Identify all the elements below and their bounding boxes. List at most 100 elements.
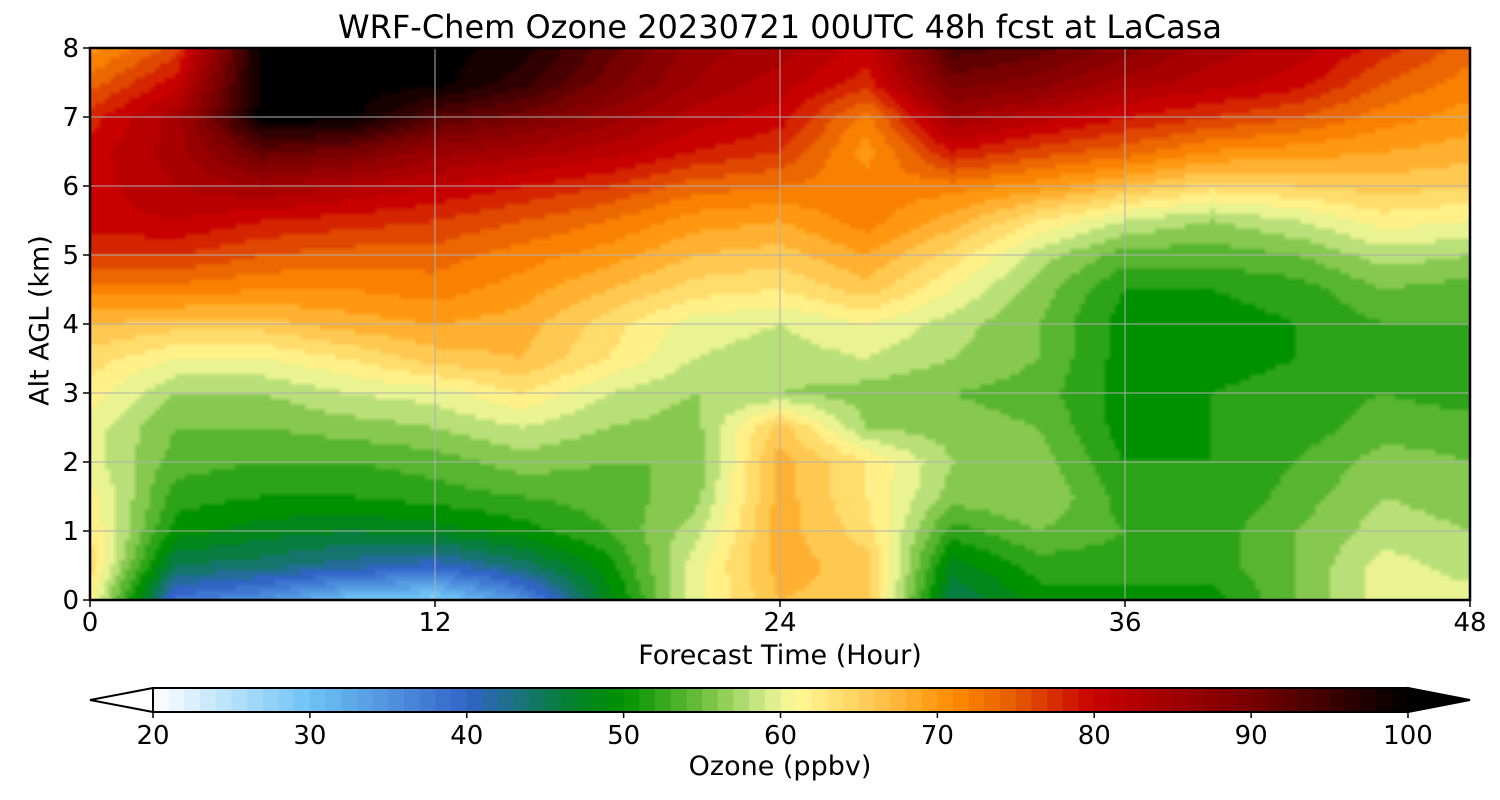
colorbar-segment [513,688,531,712]
colorbar-label: Ozone (ppbv) [688,751,872,782]
colorbar-segment [1376,688,1393,712]
colorbar-segment [1345,688,1362,712]
colorbar-segment [1141,688,1158,712]
colorbar-segment [262,688,280,712]
colorbar-tick-label: 30 [293,721,326,751]
colorbar-segment [921,688,938,712]
colorbar-segment [1282,688,1299,712]
colorbar-segment [1219,688,1237,712]
colorbar-segment [1125,688,1142,712]
colorbar-segment [341,688,358,712]
colorbar-segment [309,688,327,712]
colorbar-segment [717,688,735,712]
colorbar-segment [1266,688,1284,712]
y-tick-label: 1 [62,517,79,547]
colorbar-segment [356,688,374,712]
colorbar-segment [419,688,436,712]
colorbar-segment [1251,688,1268,712]
colorbar-segment [247,688,264,712]
y-tick-label: 6 [62,172,79,202]
colorbar-tick-label: 60 [764,721,797,751]
colorbar-segment [404,688,421,712]
colorbar-segment [1109,688,1127,712]
colorbar-segment [1015,688,1033,712]
colorbar-segment [498,688,515,712]
colorbar-segment [811,688,829,712]
colorbar-tick-label: 50 [607,721,640,751]
colorbar-segment [623,688,640,712]
colorbar-tick-label: 100 [1383,721,1433,751]
colorbar-segment [1094,688,1111,712]
y-tick-label: 2 [62,448,79,478]
colorbar-segment [686,688,703,712]
colorbar-segment [1235,688,1252,712]
x-tick-label: 12 [418,608,451,638]
x-tick-label: 36 [1108,608,1141,638]
colorbar-segment [764,688,782,712]
colorbar-segment [1078,688,1095,712]
colorbar-tick-label: 40 [450,721,483,751]
colorbar-segment [1172,688,1189,712]
colorbar-segment [655,688,672,712]
colorbar-segment [780,688,797,712]
y-tick-label: 4 [62,310,79,340]
x-tick-label: 24 [763,608,796,638]
y-tick-label: 3 [62,379,79,409]
colorbar-tick-label: 70 [921,721,954,751]
colorbar-segment [200,688,217,712]
colorbar-segment [968,688,986,712]
colorbar-segment [325,688,342,712]
colorbar-segment [1047,688,1064,712]
colorbar-segment [1392,688,1409,712]
colorbar-segment [576,688,593,712]
colorbar-tick-label: 90 [1235,721,1268,751]
x-tick-label: 48 [1453,608,1486,638]
colorbar-segment [749,688,766,712]
x-axis-label: Forecast Time (Hour) [638,640,922,671]
colorbar-segment [702,688,719,712]
colorbar-segment [733,688,750,712]
colorbar-segment [1329,688,1346,712]
x-tick-label: 0 [82,608,99,638]
y-tick-label: 0 [62,586,79,616]
colorbar-segment [890,688,907,712]
colorbar-segment [278,688,295,712]
colorbar-segment [1313,688,1331,712]
colorbar-segment [545,688,562,712]
colorbar-segment [1062,688,1080,712]
colorbar-segment [953,688,970,712]
colorbar-segment [231,688,248,712]
y-tick-label: 8 [62,34,79,64]
colorbar-segment [1204,688,1221,712]
colorbar-segment [451,688,468,712]
colorbar-segment [294,688,311,712]
colorbar-segment [388,688,405,712]
y-tick-label: 5 [62,241,79,271]
colorbar-segment [1000,688,1017,712]
y-tick-label: 7 [62,103,79,133]
colorbar-segment [906,688,923,712]
colorbar-segment [529,688,546,712]
colorbar-extend-high [1407,686,1471,714]
colorbar-segment [184,688,201,712]
colorbar-segment [937,688,954,712]
colorbar-tick-label: 80 [1078,721,1111,751]
colorbar-segment [874,688,891,712]
colorbar-segment [858,688,876,712]
colorbar-segment [372,688,389,712]
colorbar-segment [153,688,170,712]
colorbar-segment [560,688,578,712]
colorbar-tick-label: 20 [136,721,169,751]
colorbar-segment [215,688,233,712]
colorbar-segment [827,688,844,712]
colorbar-segment [607,688,625,712]
colorbar-segment [466,688,484,712]
colorbar-segment [1157,688,1174,712]
colorbar-segment [670,688,687,712]
colorbar-segment [592,688,609,712]
colorbar-segment [984,688,1001,712]
colorbar-segment [843,688,860,712]
colorbar-segment [639,688,656,712]
